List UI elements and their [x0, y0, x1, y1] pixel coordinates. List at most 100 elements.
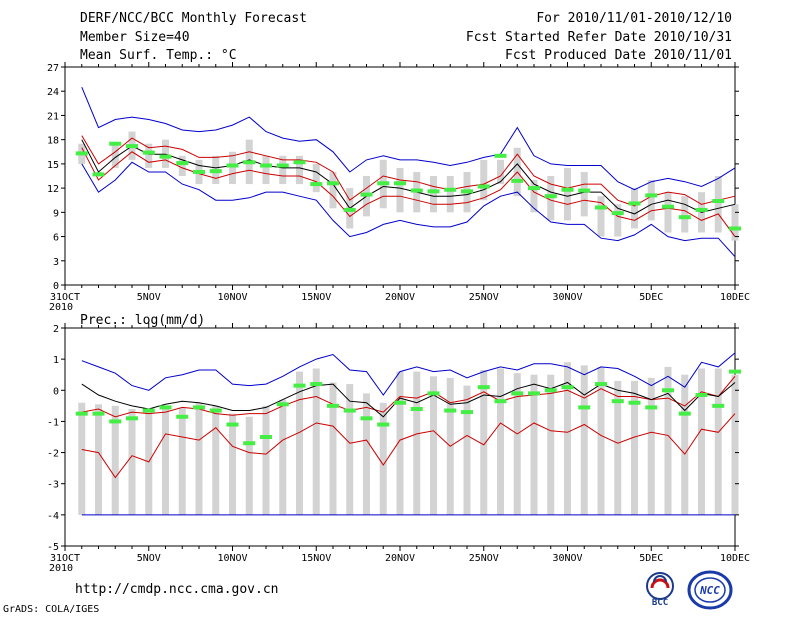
prec-ytick-label: -5 — [47, 542, 59, 553]
temp-spread-box — [229, 151, 236, 185]
temp-spread-box — [279, 155, 287, 185]
prec-observed-marker — [75, 411, 88, 416]
prec-observed-marker — [109, 419, 122, 424]
temp-observed-marker — [444, 187, 457, 192]
prec-spread-box — [178, 407, 186, 515]
source-url[interactable]: http://cmdp.ncc.cma.gov.cn — [75, 582, 279, 597]
temp-observed-marker — [276, 163, 289, 168]
prec-observed-marker — [611, 399, 624, 404]
prec-spread-box — [329, 382, 337, 515]
temp-xtick-label: 5DEC — [639, 292, 663, 303]
temp-observed-marker — [109, 141, 122, 146]
prec-spread-box — [564, 362, 571, 515]
prec-spread-box — [95, 404, 102, 515]
member-size-label: Member Size=40 — [80, 30, 190, 45]
temp-xtick-label: 20NOV — [385, 292, 415, 303]
prec-xtick-label: 15NOV — [301, 553, 331, 564]
temp-observed-marker — [193, 169, 205, 174]
temp-spread-box — [631, 188, 638, 229]
prec-observed-marker — [310, 382, 323, 387]
prec-spread-box — [580, 365, 588, 515]
temp-observed-marker — [310, 182, 323, 187]
prec-observed-marker — [243, 441, 256, 446]
temp-ytick-label: 12 — [47, 184, 59, 195]
prec-observed-marker — [444, 408, 457, 413]
temp-observed-marker — [427, 189, 440, 194]
prec-spread-box — [513, 373, 521, 515]
prec-spread-box — [714, 368, 722, 515]
prec-spread-box — [698, 368, 705, 515]
prec-ytick-label: -3 — [47, 480, 59, 491]
temp-observed-marker — [226, 163, 239, 168]
prec-observed-marker — [645, 405, 658, 410]
temp-spread-box — [597, 196, 605, 237]
prec-observed-marker — [729, 369, 741, 374]
prec-observed-marker — [226, 422, 239, 427]
temp-observed-marker — [293, 160, 306, 165]
temp-ytick-label: 9 — [53, 208, 59, 219]
temp-spread-box — [329, 171, 337, 209]
prec-observed-marker — [427, 391, 440, 396]
temp-spread-box — [111, 143, 119, 168]
temp-spread-box — [530, 180, 538, 213]
prec-spread-box — [162, 407, 169, 515]
prec-spread-box — [614, 380, 622, 515]
prec-observed-marker — [260, 435, 272, 439]
prec-observed-marker — [461, 410, 473, 415]
temp-series-min — [81, 161, 736, 258]
temp-spread-box — [296, 155, 303, 185]
prec-observed-marker — [678, 411, 691, 416]
prec-observed-marker — [142, 408, 155, 413]
temp-series-upper — [81, 135, 736, 207]
temp-spread-box — [547, 176, 555, 221]
temp-observed-marker — [360, 192, 373, 197]
temp-ytick-label: 27 — [47, 63, 59, 74]
prec-spread-box — [681, 374, 689, 515]
prec-observed-marker — [209, 408, 222, 413]
prec-spread-box — [128, 408, 136, 515]
prec-ytick-label: 1 — [53, 355, 59, 366]
prec-series-mean — [81, 381, 736, 418]
temp-ytick-label: 6 — [53, 233, 59, 244]
prec-observed-marker — [159, 405, 172, 410]
prec-observed-marker — [528, 391, 540, 396]
started-date-label: Fcst Started Refer Date 2010/10/31 — [465, 30, 732, 45]
temp-observed-marker — [461, 189, 473, 194]
temp-ytick-label: 0 — [53, 281, 59, 292]
prec-observed-marker — [695, 392, 708, 397]
ncc-logo-text: NCC — [699, 584, 720, 597]
prec-observed-marker — [477, 385, 490, 390]
temp-observed-marker — [394, 181, 406, 186]
prec-spread-box — [312, 368, 320, 515]
prec-spread-box — [229, 413, 236, 515]
temp-ytick-label: 3 — [53, 257, 59, 268]
temp-xtick-label: 5NOV — [137, 292, 161, 303]
prec-observed-marker — [561, 385, 574, 390]
temp-observed-marker — [477, 184, 490, 189]
temp-observed-marker — [611, 211, 624, 216]
temp-spread-box — [681, 196, 689, 233]
temp-observed-marker — [327, 181, 339, 186]
temp-spread-box — [580, 171, 588, 217]
produced-date-label: Fcst Produced Date 2010/11/01 — [505, 48, 732, 63]
prec-observed-marker — [410, 406, 423, 411]
temp-ytick-label: 24 — [47, 87, 59, 98]
prec-xtick-label: 31OCT — [50, 553, 80, 564]
temp-ytick-label: 21 — [47, 111, 59, 122]
temp-observed-marker — [126, 144, 138, 149]
temp-spread-box — [614, 204, 622, 237]
prec-observed-marker — [176, 414, 189, 419]
prec-observed-marker — [377, 422, 390, 427]
temp-series-max — [81, 87, 736, 191]
temp-observed-marker — [628, 201, 641, 206]
prec-spread-box — [631, 380, 638, 515]
temp-observed-marker — [712, 199, 725, 204]
temp-observed-marker — [662, 204, 674, 209]
temp-observed-marker — [595, 205, 607, 210]
temp-observed-marker — [544, 194, 557, 199]
prec-spread-box — [346, 384, 354, 515]
bcc-logo-text: BCC — [652, 598, 668, 608]
prec-spread-box — [647, 377, 655, 515]
